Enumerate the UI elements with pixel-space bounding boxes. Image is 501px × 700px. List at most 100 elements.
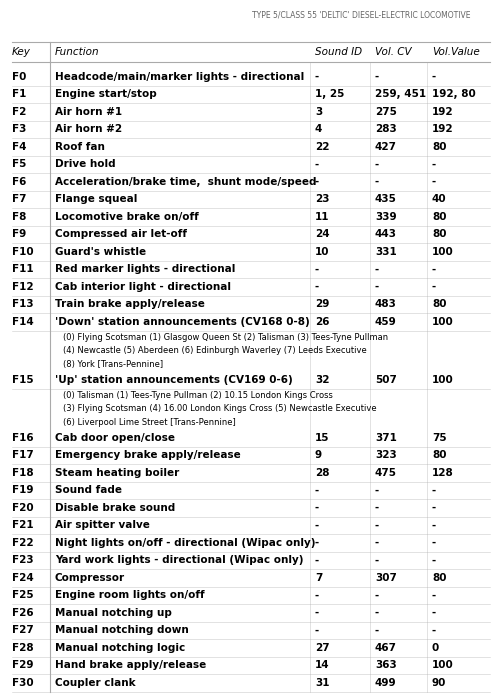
Text: Manual notching down: Manual notching down [55,625,188,636]
Text: 435: 435 [374,194,396,204]
Text: -: - [314,503,319,512]
Text: 80: 80 [431,141,445,152]
Text: -: - [374,555,378,566]
Text: 32: 32 [314,374,329,385]
Text: F12: F12 [12,281,34,292]
Text: -: - [431,503,435,512]
Text: -: - [374,485,378,496]
Text: (6) Liverpool Lime Street [Trans-Pennine]: (6) Liverpool Lime Street [Trans-Pennine… [63,418,235,427]
Text: Guard's whistle: Guard's whistle [55,247,146,257]
Text: Sound fade: Sound fade [55,485,122,496]
Text: -: - [374,608,378,618]
Text: 26: 26 [314,316,329,327]
Text: F5: F5 [12,160,27,169]
Text: F30: F30 [12,678,34,687]
Text: 14: 14 [314,660,329,671]
Text: Red marker lights - directional: Red marker lights - directional [55,264,235,274]
Text: 80: 80 [431,230,445,239]
Text: Manual notching logic: Manual notching logic [55,643,185,652]
Text: 475: 475 [374,468,396,477]
Text: -: - [314,520,319,531]
Text: Roof fan: Roof fan [55,141,105,152]
Text: -: - [374,625,378,636]
Text: -: - [431,485,435,496]
Text: 331: 331 [374,247,396,257]
Text: 371: 371 [374,433,396,443]
Text: F19: F19 [12,485,34,496]
Text: 283: 283 [374,125,396,134]
Text: -: - [314,555,319,566]
Text: (8) York [Trans-Pennine]: (8) York [Trans-Pennine] [63,360,163,369]
Text: F4: F4 [12,141,27,152]
Text: -: - [431,281,435,292]
Text: 507: 507 [374,374,396,385]
Text: Drive hold: Drive hold [55,160,115,169]
Text: Vol. CV: Vol. CV [374,47,411,57]
Text: -: - [431,264,435,274]
Text: -: - [374,160,378,169]
Text: -: - [314,608,319,618]
Text: 100: 100 [431,660,453,671]
Text: 80: 80 [431,450,445,461]
Text: F24: F24 [12,573,34,582]
Text: F20: F20 [12,503,34,512]
Text: -: - [431,520,435,531]
Text: -: - [374,538,378,547]
Text: Compressor: Compressor [55,573,125,582]
Text: 11: 11 [314,211,329,222]
Text: Disable brake sound: Disable brake sound [55,503,175,512]
Text: 80: 80 [431,300,445,309]
Text: Emergency brake apply/release: Emergency brake apply/release [55,450,240,461]
Text: -: - [431,590,435,601]
Text: -: - [314,176,319,187]
Text: F7: F7 [12,194,27,204]
Text: Flange squeal: Flange squeal [55,194,137,204]
Text: Engine room lights on/off: Engine room lights on/off [55,590,204,601]
Text: F2: F2 [12,106,27,117]
Text: -: - [431,555,435,566]
Text: F16: F16 [12,433,34,443]
Text: 75: 75 [431,433,446,443]
Text: 80: 80 [431,211,445,222]
Text: Headcode/main/marker lights - directional: Headcode/main/marker lights - directiona… [55,72,304,82]
Text: F18: F18 [12,468,34,477]
Text: 459: 459 [374,316,396,327]
Text: F8: F8 [12,211,27,222]
Text: 40: 40 [431,194,446,204]
Text: 'Down' station announcements (CV168 0-8): 'Down' station announcements (CV168 0-8) [55,316,309,327]
Text: 10: 10 [314,247,329,257]
Text: -: - [431,625,435,636]
Text: Steam heating boiler: Steam heating boiler [55,468,179,477]
Text: 192: 192 [431,106,453,117]
Text: -: - [431,176,435,187]
Text: F11: F11 [12,264,34,274]
Text: F21: F21 [12,520,34,531]
Text: 192: 192 [431,125,453,134]
Text: -: - [374,590,378,601]
Text: -: - [314,590,319,601]
Text: F22: F22 [12,538,34,547]
Text: (0) Talisman (1) Tees-Tyne Pullman (2) 10.15 London Kings Cross: (0) Talisman (1) Tees-Tyne Pullman (2) 1… [63,391,332,400]
Text: 80: 80 [431,573,445,582]
Text: -: - [314,72,319,82]
Text: Manual notching up: Manual notching up [55,608,171,618]
Text: (4) Newcastle (5) Aberdeen (6) Edinburgh Waverley (7) Leeds Executive: (4) Newcastle (5) Aberdeen (6) Edinburgh… [63,346,366,356]
Text: 7: 7 [314,573,322,582]
Text: (3) Flying Scotsman (4) 16.00 London Kings Cross (5) Newcastle Executive: (3) Flying Scotsman (4) 16.00 London Kin… [63,405,376,413]
Text: F0: F0 [12,72,27,82]
Text: Night lights on/off - directional (Wipac only): Night lights on/off - directional (Wipac… [55,538,315,547]
Text: 0: 0 [431,643,438,652]
Text: F27: F27 [12,625,34,636]
Text: 28: 28 [314,468,329,477]
Text: 29: 29 [314,300,329,309]
Text: Train brake apply/release: Train brake apply/release [55,300,204,309]
Text: 100: 100 [431,247,453,257]
Text: -: - [314,160,319,169]
Text: Air horn #1: Air horn #1 [55,106,122,117]
Text: Sound ID: Sound ID [314,47,361,57]
Text: F13: F13 [12,300,34,309]
Text: -: - [431,160,435,169]
Text: 3: 3 [314,106,322,117]
Text: 192, 80: 192, 80 [431,89,475,99]
Text: Cab door open/close: Cab door open/close [55,433,175,443]
